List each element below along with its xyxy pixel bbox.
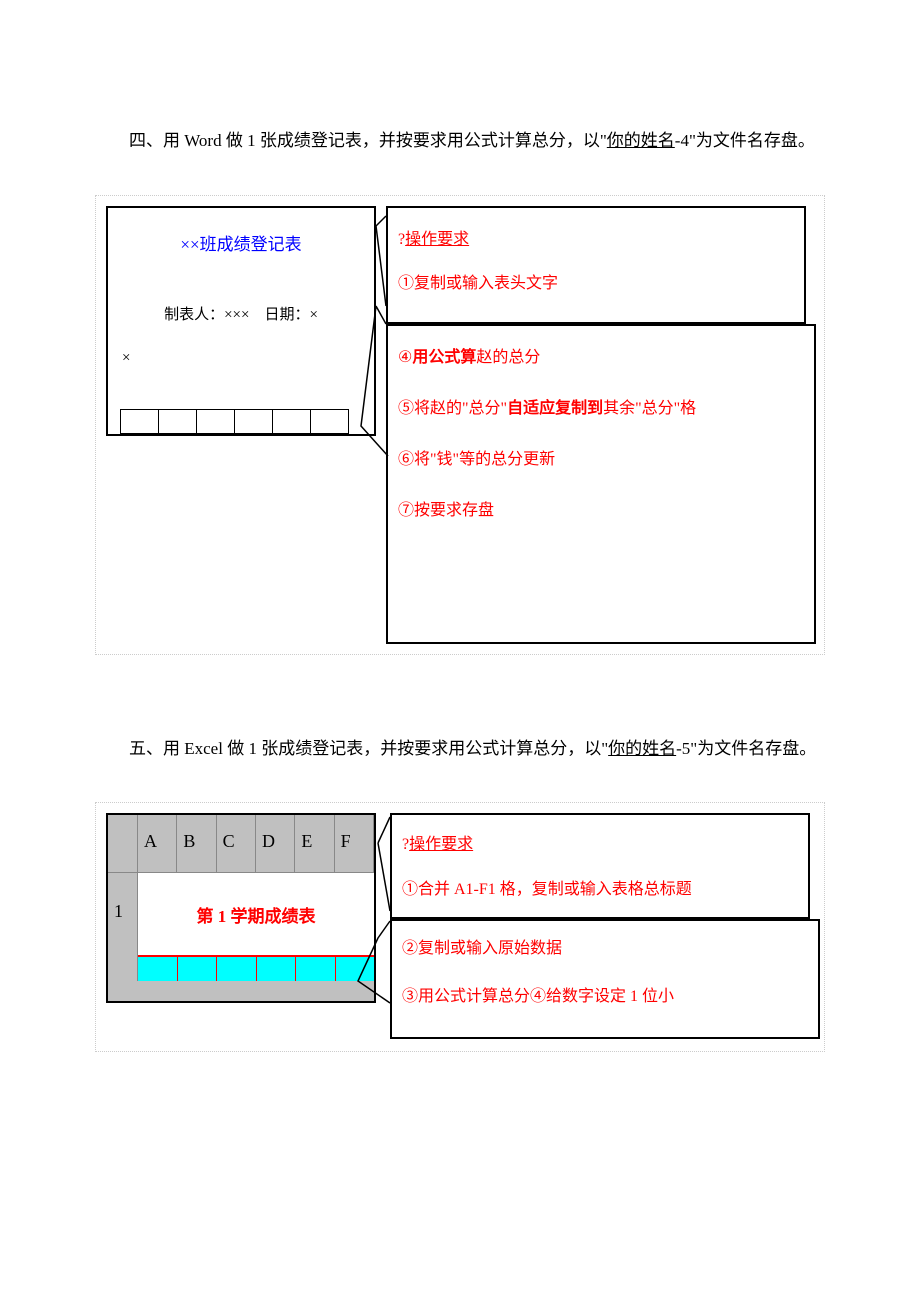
s5-text-suffix: -5"为文件名存盘。 xyxy=(676,739,816,758)
table-cell xyxy=(121,409,159,433)
table-row xyxy=(121,409,349,433)
excel-row1-head: 1 xyxy=(108,873,138,955)
excel-col-E: E xyxy=(295,815,334,873)
s4-left-title: ××班成绩登记表 xyxy=(108,208,374,255)
table-cell xyxy=(159,409,197,433)
s4-step5b: 自适应复制到 xyxy=(507,400,603,417)
excel-cyan-cell xyxy=(217,955,257,981)
section5-figure: A B C D E F 1 第 1 学期成绩表 xyxy=(95,802,825,1052)
s4-left-author: 制表人：××× 日期：× xyxy=(108,303,374,324)
section4-paragraph: 四、用 Word 做 1 张成绩登记表，并按要求用公式计算总分，以"你的姓名-4… xyxy=(95,117,825,165)
s4-step5c: 其余"总分"格 xyxy=(603,400,696,417)
table-cell xyxy=(311,409,349,433)
excel-row2-head xyxy=(108,955,138,981)
s4-text-prefix: 四、用 Word 做 1 张成绩登记表，并按要求用公式计算总分，以" xyxy=(129,131,607,150)
s4-step4c: 赵的总分 xyxy=(476,349,540,366)
excel-col-D: D xyxy=(256,815,295,873)
s4-left-xmark: × xyxy=(108,350,374,367)
excel-cyan-cell xyxy=(178,955,218,981)
s4-step4b: 用公式算 xyxy=(412,349,476,366)
s5-req-title: 操作要求 xyxy=(409,836,473,853)
excel-corner xyxy=(108,815,138,873)
s5-right-box-upper: ?操作要求 ①合并 A1-F1 格，复制或输入表格总标题 xyxy=(390,813,810,919)
s4-right-box-lower: ④用公式算赵的总分 ⑤将赵的"总分"自适应复制到其余"总分"格 ⑥将"钱"等的总… xyxy=(386,324,816,644)
excel-row-2 xyxy=(108,955,374,981)
s5-step3: ③用公式计算总分④给数字设定 1 位小 xyxy=(402,988,674,1005)
excel-cyan-cell xyxy=(336,955,375,981)
excel-col-F: F xyxy=(335,815,374,873)
s4-step5a: ⑤将赵的"总分" xyxy=(398,400,507,417)
s4-mini-table xyxy=(120,409,349,434)
excel-col-A: A xyxy=(138,815,177,873)
excel-header-row: A B C D E F xyxy=(108,815,374,873)
s5-text-prefix: 五、用 Excel 做 1 张成绩登记表，并按要求用公式计算总分，以" xyxy=(129,739,608,758)
document-page: 四、用 Word 做 1 张成绩登记表，并按要求用公式计算总分，以"你的姓名-4… xyxy=(0,0,920,1152)
s5-step1: ①合并 A1-F1 格，复制或输入表格总标题 xyxy=(402,881,692,898)
s4-req-title: 操作要求 xyxy=(405,231,469,248)
s5-excel-grid: A B C D E F 1 第 1 学期成绩表 xyxy=(106,813,376,1003)
excel-row-1: 1 第 1 学期成绩表 xyxy=(108,873,374,955)
section4-figure: ××班成绩登记表 制表人：××× 日期：× × ?操作要求 ①复制或输入表头文字 xyxy=(95,195,825,655)
s5-text-underline: 你的姓名 xyxy=(608,739,676,758)
s4-text-underline: 你的姓名 xyxy=(607,131,675,150)
excel-col-B: B xyxy=(177,815,216,873)
excel-merged-title: 第 1 学期成绩表 xyxy=(138,873,374,955)
excel-cyan-cell xyxy=(257,955,297,981)
s4-step1: ①复制或输入表头文字 xyxy=(398,275,558,292)
s4-step7: ⑦按要求存盘 xyxy=(398,502,494,519)
table-cell xyxy=(197,409,235,433)
excel-cyan-cell xyxy=(138,955,178,981)
s5-right-box-lower: ②复制或输入原始数据 ③用公式计算总分④给数字设定 1 位小 xyxy=(390,919,820,1039)
s4-step4a: ④ xyxy=(398,349,412,366)
s5-step2: ②复制或输入原始数据 xyxy=(402,940,562,957)
s4-right-box-upper: ?操作要求 ①复制或输入表头文字 xyxy=(386,206,806,324)
s4-step6: ⑥将"钱"等的总分更新 xyxy=(398,451,555,468)
s4-text-suffix: -4"为文件名存盘。 xyxy=(675,131,815,150)
excel-cyan-cell xyxy=(296,955,336,981)
excel-col-C: C xyxy=(217,815,256,873)
s4-left-box: ××班成绩登记表 制表人：××× 日期：× × xyxy=(106,206,376,436)
table-cell xyxy=(235,409,273,433)
table-cell xyxy=(273,409,311,433)
section5-paragraph: 五、用 Excel 做 1 张成绩登记表，并按要求用公式计算总分，以"你的姓名-… xyxy=(95,725,825,773)
